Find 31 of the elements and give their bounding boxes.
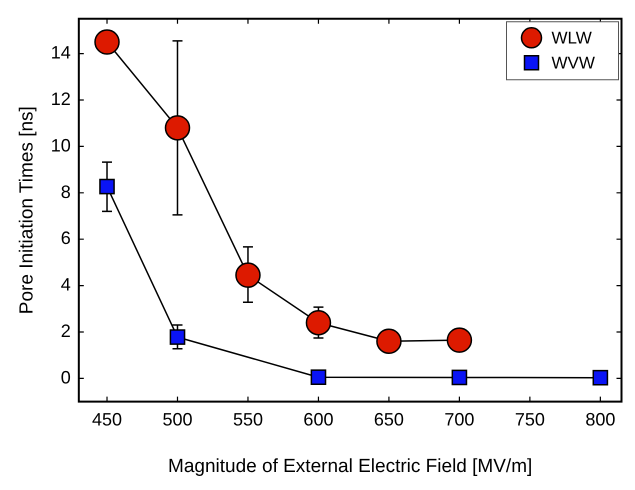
x-tick-label: 550 [232, 409, 263, 430]
point [99, 178, 115, 194]
y-tick-label: 14 [50, 42, 71, 63]
y-tick-label: 6 [60, 228, 71, 248]
point [306, 310, 332, 336]
point [452, 370, 468, 386]
point [446, 327, 472, 353]
x-tick-label: 750 [514, 409, 545, 430]
y-tick-label: 4 [60, 274, 71, 295]
point [235, 262, 261, 288]
point [170, 329, 186, 345]
point [592, 370, 608, 386]
x-tick-label: 650 [374, 409, 404, 430]
x-tick-label: 700 [444, 409, 474, 430]
point [94, 29, 120, 55]
y-tick-label: 8 [60, 182, 71, 202]
y-tick-label: 2 [60, 320, 71, 341]
x-tick-label: 500 [162, 409, 193, 430]
y-axis-title: Pore Initiation Times [ns] [16, 106, 38, 314]
x-tick-label: 450 [92, 409, 122, 430]
y-tick-label: 0 [60, 367, 71, 388]
y-tick-label: 10 [50, 135, 71, 156]
x-axis-title: Magnitude of External Electric Field [MV/m] [168, 456, 532, 477]
point [376, 328, 402, 354]
x-tick-label: 800 [585, 409, 616, 430]
y-tick-label: 12 [50, 88, 71, 109]
x-tick-label: 600 [303, 409, 334, 430]
legend-label: WVW [552, 53, 595, 72]
point [310, 369, 326, 386]
point [164, 115, 190, 141]
legend-label: WLW [552, 28, 592, 48]
